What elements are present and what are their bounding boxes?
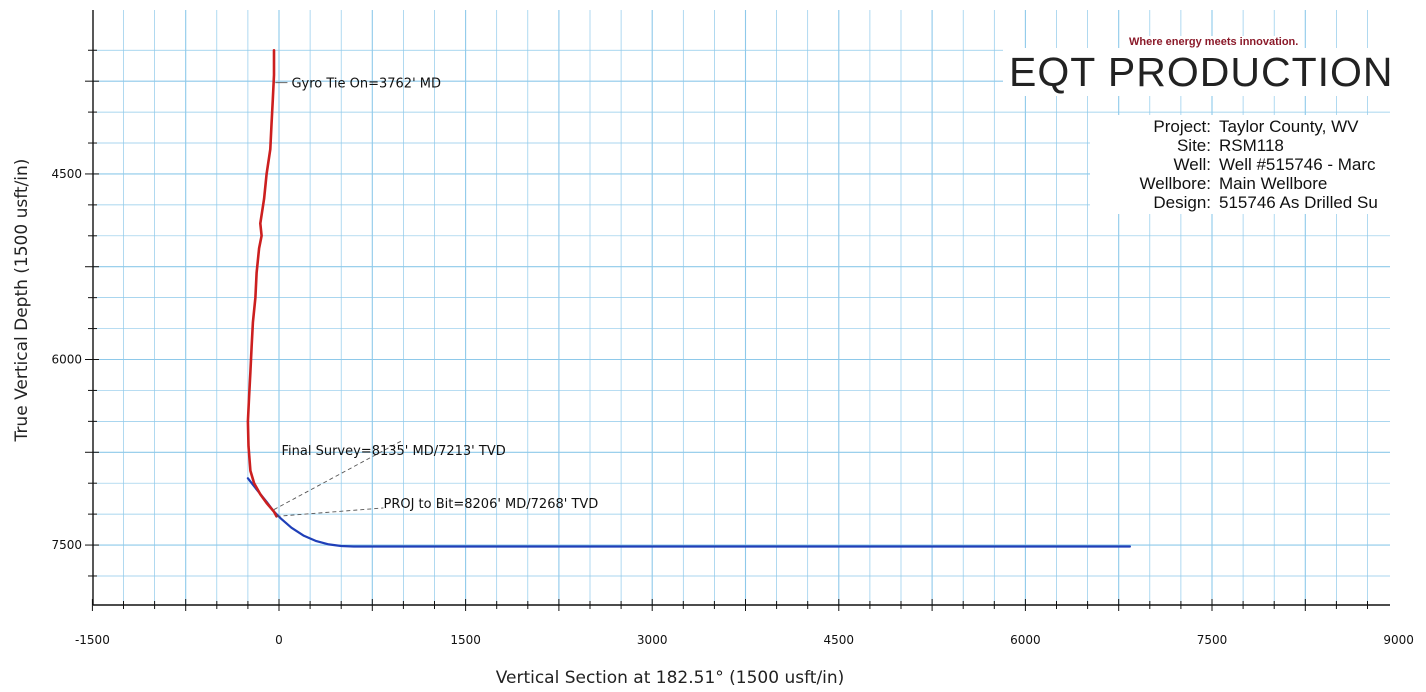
info-key: Well: — [1173, 155, 1211, 174]
annotation-label: Gyro Tie On=3762' MD — [291, 77, 441, 92]
survey-path-line — [246, 48, 278, 518]
y-tick-label: 6000 — [51, 353, 82, 367]
x-tick-label: 3000 — [637, 633, 668, 647]
x-tick-label: 6000 — [1010, 633, 1041, 647]
x-tick-label: -1500 — [75, 633, 110, 647]
x-tick-label: 1500 — [450, 633, 481, 647]
y-tick-label: 7500 — [51, 538, 82, 552]
x-tick-label: 7500 — [1197, 633, 1228, 647]
info-row-well: Well: Well #515746 - Marc — [1094, 155, 1424, 174]
x-axis-title: Vertical Section at 182.51° (1500 usft/i… — [496, 668, 845, 688]
info-row-design: Design: 515746 As Drilled Su — [1094, 193, 1424, 212]
info-value: 515746 As Drilled Su — [1219, 193, 1378, 212]
info-row-project: Project: Taylor County, WV — [1094, 117, 1424, 136]
x-tick-label: 4500 — [824, 633, 855, 647]
x-tick-label: 0 — [275, 633, 283, 647]
info-row-wellbore: Wellbore: Main Wellbore — [1094, 174, 1424, 193]
annotation-leader — [276, 507, 384, 517]
annotation-label: PROJ to Bit=8206' MD/7268' TVD — [383, 497, 598, 512]
info-value: Taylor County, WV — [1219, 117, 1359, 136]
y-tick-label: 4500 — [51, 167, 82, 181]
info-value: Main Wellbore — [1219, 174, 1328, 193]
y-axis-title: True Vertical Depth (1500 usft/in) — [12, 159, 32, 443]
annotation-label: Final Survey=8135' MD/7213' TVD — [281, 444, 505, 459]
company-tagline: Where energy meets innovation. — [1125, 36, 1303, 48]
info-value: RSM118 — [1219, 136, 1284, 155]
company-name: EQT PRODUCTION — [1003, 48, 1426, 96]
well-info-panel: Project: Taylor County, WV Site: RSM118 … — [1090, 115, 1426, 214]
x-tick-label: 9000 — [1383, 633, 1414, 647]
info-value: Well #515746 - Marc — [1219, 155, 1376, 174]
info-row-site: Site: RSM118 — [1094, 136, 1424, 155]
info-key: Design: — [1153, 193, 1211, 212]
annotation-leader — [273, 439, 404, 510]
design-path-line — [246, 477, 1132, 548]
info-key: Project: — [1153, 117, 1211, 136]
grid — [93, 10, 1390, 605]
info-key: Wellbore: — [1139, 174, 1212, 193]
info-key: Site: — [1176, 136, 1211, 155]
